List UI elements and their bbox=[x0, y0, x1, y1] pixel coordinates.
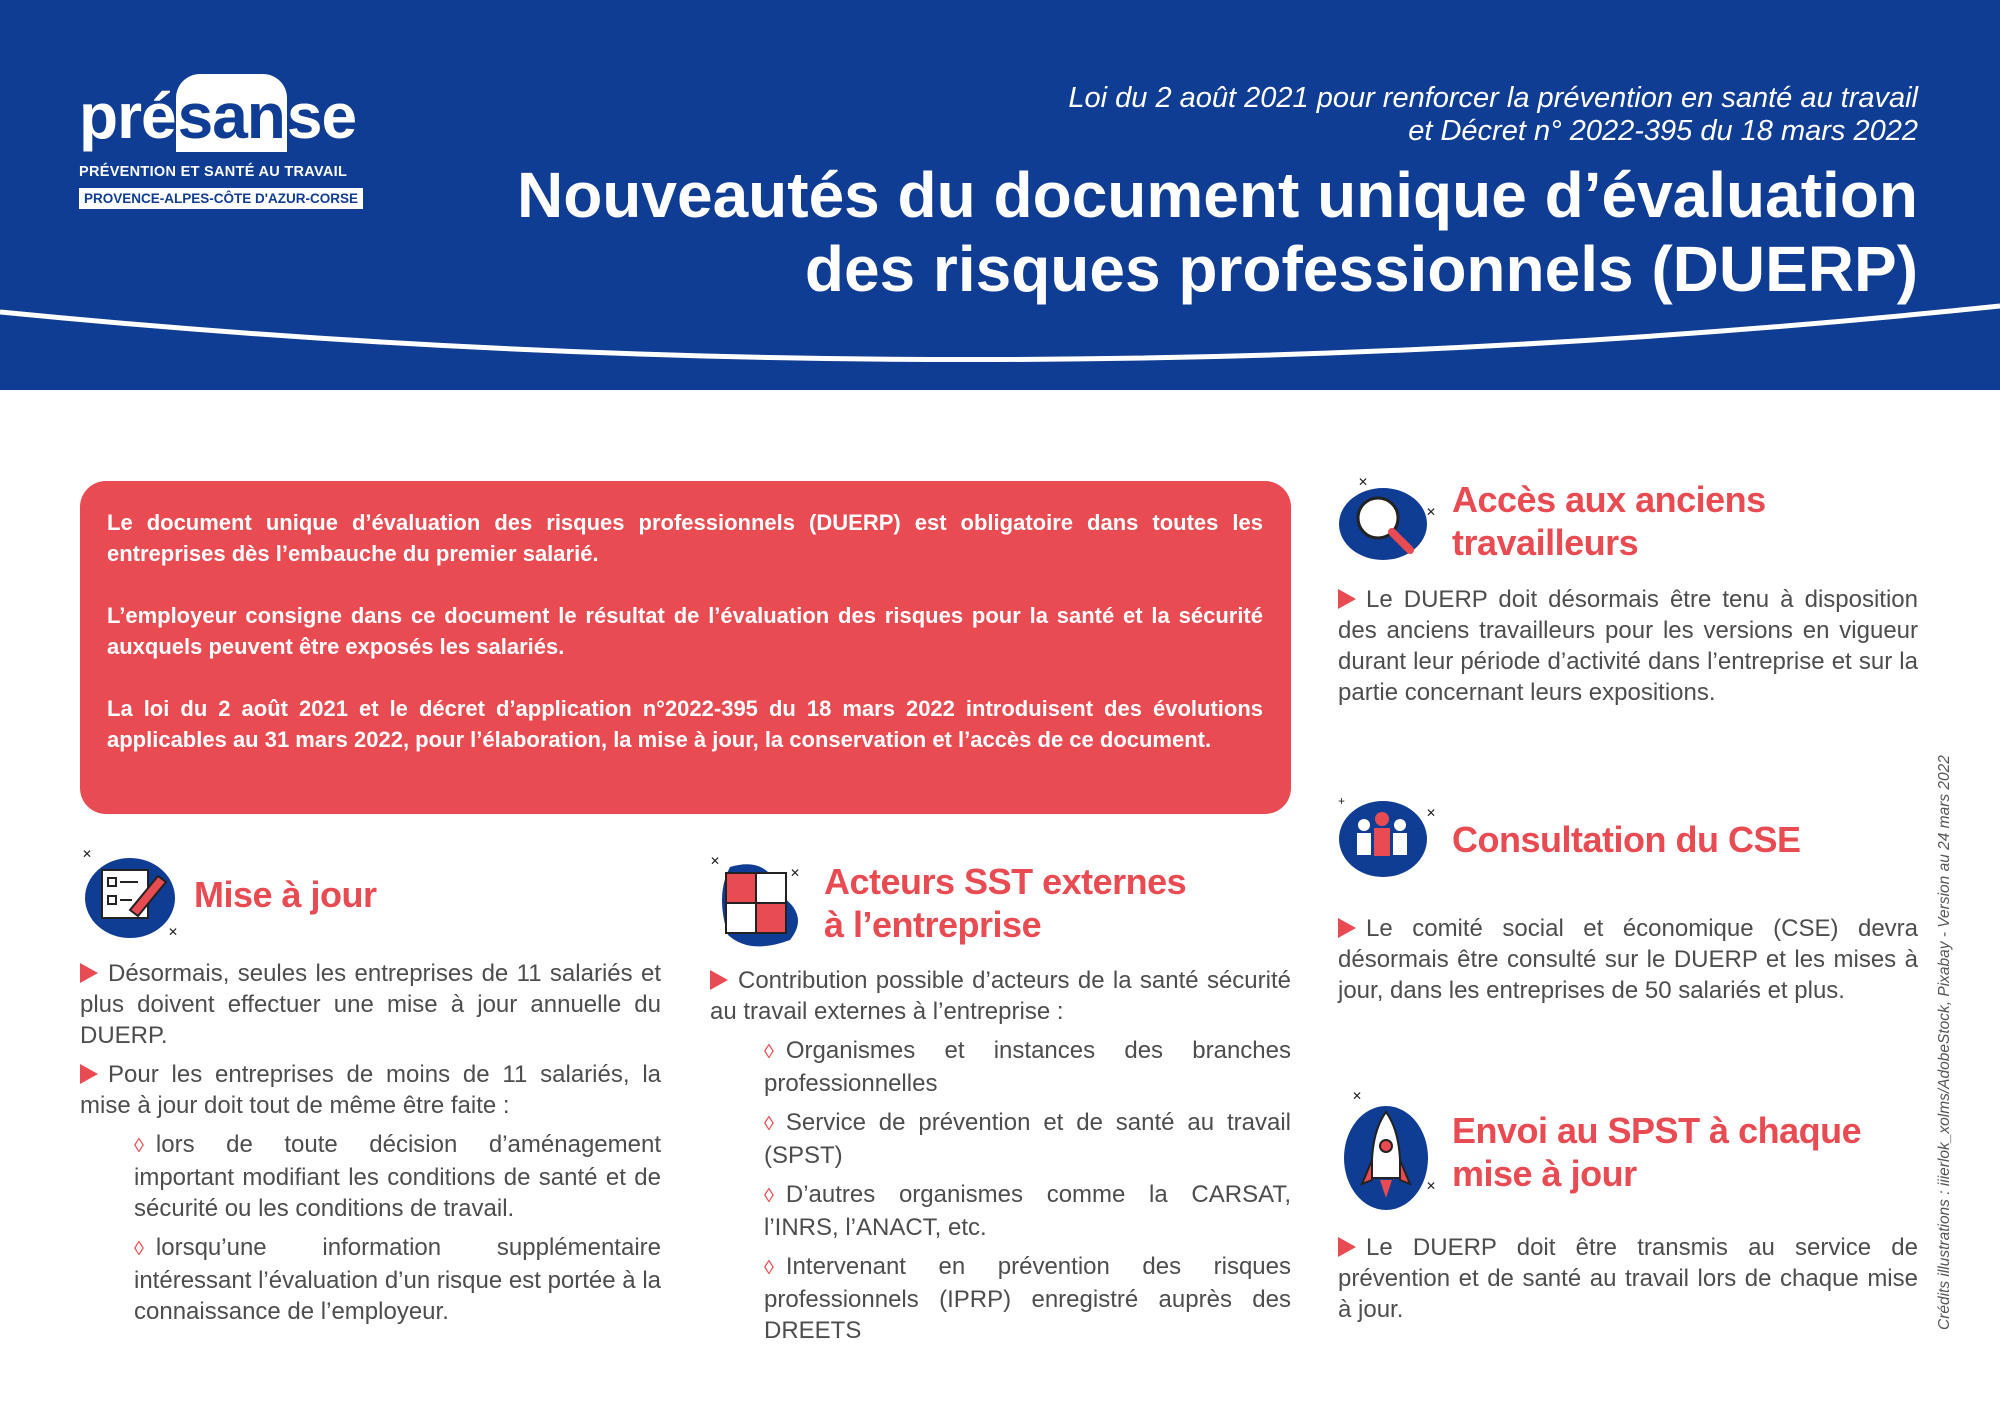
people-group-icon: +✕ bbox=[1338, 795, 1436, 877]
intro-paragraph: L’employeur consigne dans ce document le… bbox=[107, 603, 1263, 659]
sub-item: ◊ Organismes et instances des branches pr… bbox=[764, 1037, 1291, 1097]
bullet-item: Contribution possible d’acteurs de la sa… bbox=[710, 967, 1291, 1025]
diamond-bullet-icon: ◊ bbox=[764, 1113, 774, 1135]
magnifier-icon: ✕✕ bbox=[1339, 476, 1436, 560]
subtitle-line: Loi du 2 août 2021 pour renforcer la pré… bbox=[1068, 82, 1918, 114]
logo-wordmark: présanse bbox=[79, 74, 385, 156]
triangle-bullet-icon bbox=[1338, 589, 1356, 609]
bullet-item: Pour les entreprises de moins de 11 sala… bbox=[80, 1061, 661, 1119]
bullet-item: Le comité social et économique (CSE) dev… bbox=[1338, 915, 1918, 1004]
logo-tagline: PRÉVENTION ET SANTÉ AU TRAVAIL bbox=[79, 164, 348, 180]
intro-paragraph: La loi du 2 août 2021 et le décret d’app… bbox=[107, 696, 1263, 752]
rocket-icon: ✕✕ bbox=[1344, 1090, 1436, 1210]
section-acces-anciens: ✕ ✕ Accès aux anciens travailleurs Le DUER… bbox=[1338, 476, 1918, 708]
page-title: Nouveautés du document unique d’évaluati… bbox=[517, 158, 1918, 306]
checklist-pencil-icon: ✕✕ bbox=[82, 848, 178, 939]
section-consultation-cse: + ✕ Consultation du CSE Le comité social … bbox=[1338, 795, 1918, 1006]
section-acteurs-sst: ✕ ✕ Acteurs SST externes à l’entreprise Co… bbox=[710, 855, 1291, 1354]
intro-paragraph: Le document unique d’évaluation des risq… bbox=[107, 510, 1263, 566]
header-subtitle: Loi du 2 août 2021 pour renforcer la pré… bbox=[1068, 82, 1918, 148]
sub-item: ◊ Service de prévention et de santé au tr… bbox=[764, 1109, 1291, 1169]
sub-item: ◊ Intervenant en prévention des risques p… bbox=[764, 1253, 1291, 1344]
triangle-bullet-icon bbox=[710, 970, 728, 990]
svg-text:+: + bbox=[1338, 795, 1345, 808]
credits-text: Crédits illustrations : iiierlok_xolms/A… bbox=[1936, 755, 1953, 1330]
section-title: Envoi au SPST à chaque mise à jour bbox=[1452, 1110, 1862, 1194]
section-envoi-spst: ✕ ✕ Envoi au SPST à chaque mise à jour Le … bbox=[1338, 1090, 1918, 1325]
triangle-bullet-icon bbox=[80, 1064, 98, 1084]
presanse-logo: présanse PRÉVENTION ET SANTÉ AU TRAVAIL … bbox=[79, 74, 385, 209]
sub-item: ◊ D’autres organismes comme la CARSAT, l’… bbox=[764, 1181, 1291, 1241]
triangle-bullet-icon bbox=[1338, 1237, 1356, 1257]
puzzle-icon: ✕✕ bbox=[710, 855, 800, 947]
diamond-bullet-icon: ◊ bbox=[764, 1185, 774, 1207]
svg-text:✕: ✕ bbox=[1426, 1179, 1436, 1193]
title-line: des risques professionnels (DUERP) bbox=[804, 233, 1918, 305]
svg-text:✕: ✕ bbox=[1426, 505, 1436, 519]
triangle-bullet-icon bbox=[80, 963, 98, 983]
sub-item: ◊ lors de toute décision d’aménagement im… bbox=[134, 1131, 661, 1222]
section-title: Mise à jour bbox=[194, 873, 377, 915]
diamond-bullet-icon: ◊ bbox=[134, 1135, 144, 1157]
svg-text:✕: ✕ bbox=[168, 925, 178, 939]
bullet-item: Le DUERP doit désormais être tenu à disp… bbox=[1338, 586, 1918, 706]
triangle-bullet-icon bbox=[1338, 918, 1356, 938]
section-mise-a-jour: ✕ ✕ Mise à jour Désormais, seules les ent… bbox=[80, 848, 661, 1335]
svg-text:✕: ✕ bbox=[1426, 806, 1436, 820]
logo-region: PROVENCE-ALPES-CÔTE D'AZUR-CORSE bbox=[79, 188, 363, 209]
header-curve bbox=[0, 303, 2000, 363]
section-title: Acteurs SST externes à l’entreprise bbox=[824, 861, 1187, 945]
bullet-item: Désormais, seules les entreprises de 11 … bbox=[80, 960, 661, 1049]
diamond-bullet-icon: ◊ bbox=[764, 1257, 774, 1279]
svg-text:✕: ✕ bbox=[790, 866, 800, 880]
bullet-item: Le DUERP doit être transmis au service d… bbox=[1338, 1234, 1918, 1323]
subtitle-line: et Décret n° 2022-395 du 18 mars 2022 bbox=[1408, 115, 1918, 147]
svg-text:✕: ✕ bbox=[82, 848, 92, 861]
section-title: Consultation du CSE bbox=[1452, 818, 1801, 860]
intro-box: Le document unique d’évaluation des risq… bbox=[80, 481, 1291, 814]
svg-text:✕: ✕ bbox=[1358, 476, 1368, 489]
sub-item: ◊ lorsqu’une information supplémentaire i… bbox=[134, 1234, 661, 1325]
header-banner: présanse PRÉVENTION ET SANTÉ AU TRAVAIL … bbox=[0, 0, 2000, 390]
title-line: Nouveautés du document unique d’évaluati… bbox=[516, 159, 1918, 231]
svg-text:✕: ✕ bbox=[710, 855, 720, 868]
svg-text:✕: ✕ bbox=[1352, 1090, 1362, 1103]
diamond-bullet-icon: ◊ bbox=[764, 1041, 774, 1063]
diamond-bullet-icon: ◊ bbox=[134, 1238, 144, 1260]
section-title: Accès aux anciens travailleurs bbox=[1452, 479, 1766, 563]
